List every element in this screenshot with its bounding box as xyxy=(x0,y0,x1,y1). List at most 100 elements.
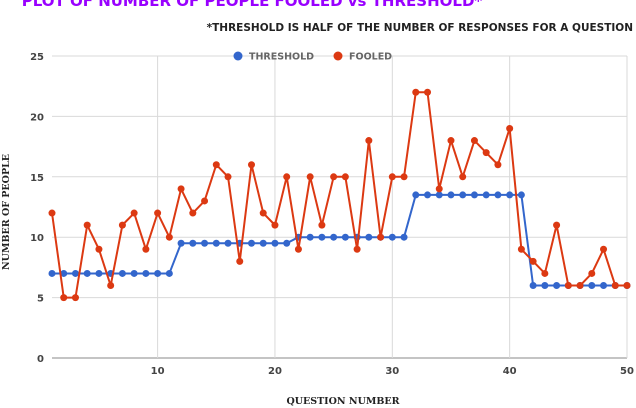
data-point-threshold xyxy=(189,239,197,247)
data-point-fooled xyxy=(388,173,396,181)
data-point-fooled xyxy=(341,173,349,181)
data-point-threshold xyxy=(212,239,220,247)
data-point-fooled xyxy=(71,294,79,302)
data-point-threshold xyxy=(283,239,291,247)
data-point-fooled xyxy=(306,173,314,181)
data-point-threshold xyxy=(60,269,68,277)
data-point-fooled xyxy=(201,197,209,205)
data-point-threshold xyxy=(388,233,396,241)
data-point-threshold xyxy=(400,233,408,241)
legend: THRESHOLD FOOLED xyxy=(233,51,392,63)
data-point-fooled xyxy=(611,282,619,290)
y-tick-label: 10 xyxy=(30,233,44,244)
data-point-threshold xyxy=(271,239,279,247)
y-axis-label: NUMBER OF PEOPLE xyxy=(1,154,12,270)
data-point-threshold xyxy=(142,269,150,277)
data-point-threshold xyxy=(154,269,162,277)
data-point-fooled xyxy=(588,269,596,277)
data-point-threshold xyxy=(435,191,443,199)
data-point-threshold xyxy=(517,191,525,199)
data-point-threshold xyxy=(165,269,173,277)
data-point-threshold xyxy=(365,233,373,241)
data-point-fooled xyxy=(118,221,126,229)
data-point-threshold xyxy=(259,239,267,247)
data-point-fooled xyxy=(353,245,361,253)
legend-label-fooled: FOOLED xyxy=(349,52,392,63)
data-point-fooled xyxy=(236,257,244,265)
y-tick-label: 20 xyxy=(30,112,44,123)
data-point-threshold xyxy=(447,191,455,199)
data-point-threshold xyxy=(306,233,314,241)
data-point-fooled xyxy=(330,173,338,181)
data-point-fooled xyxy=(165,233,173,241)
data-point-fooled xyxy=(318,221,326,229)
data-point-threshold xyxy=(224,239,232,247)
x-tick-label: 30 xyxy=(385,366,399,377)
data-point-threshold xyxy=(330,233,338,241)
data-point-threshold xyxy=(588,282,596,290)
data-point-fooled xyxy=(529,257,537,265)
data-point-fooled xyxy=(482,149,490,157)
data-point-threshold xyxy=(600,282,608,290)
data-point-threshold xyxy=(118,269,126,277)
series-area xyxy=(48,88,631,302)
y-tick-labels: 0 5 10 15 20 25 xyxy=(30,52,44,365)
data-point-fooled xyxy=(541,269,549,277)
data-point-fooled xyxy=(459,173,467,181)
data-point-fooled xyxy=(177,185,185,193)
data-point-fooled xyxy=(224,173,232,181)
data-point-threshold xyxy=(506,191,514,199)
data-point-fooled xyxy=(189,209,197,217)
data-point-fooled xyxy=(95,245,103,253)
data-point-fooled xyxy=(259,209,267,217)
y-tick-label: 25 xyxy=(30,52,44,63)
series-line-threshold xyxy=(52,193,627,287)
data-point-threshold xyxy=(130,269,138,277)
y-tick-label: 15 xyxy=(30,173,44,184)
data-point-threshold xyxy=(529,282,537,290)
data-point-fooled xyxy=(412,88,420,96)
data-point-threshold xyxy=(201,239,209,247)
data-point-fooled xyxy=(142,245,150,253)
data-point-threshold xyxy=(247,239,255,247)
data-point-fooled xyxy=(435,185,443,193)
x-tick-labels: 10 20 30 40 50 xyxy=(151,366,634,377)
data-point-threshold xyxy=(482,191,490,199)
data-point-fooled xyxy=(83,221,91,229)
series-line-fooled xyxy=(51,91,627,299)
data-point-fooled xyxy=(130,209,138,217)
data-point-threshold xyxy=(177,239,185,247)
data-point-threshold xyxy=(48,269,56,277)
data-point-threshold xyxy=(95,269,103,277)
legend-marker-fooled xyxy=(333,51,343,61)
chart-subtitle: *THRESHOLD IS HALF OF THE NUMBER OF RESP… xyxy=(207,22,633,34)
data-point-fooled xyxy=(564,282,572,290)
data-point-fooled xyxy=(283,173,291,181)
data-point-threshold xyxy=(494,191,502,199)
data-point-threshold xyxy=(83,269,91,277)
data-point-threshold xyxy=(341,233,349,241)
legend-label-threshold: THRESHOLD xyxy=(249,52,314,63)
data-point-fooled xyxy=(294,245,302,253)
data-point-fooled xyxy=(247,161,255,169)
data-point-fooled xyxy=(48,209,56,217)
data-point-fooled xyxy=(271,221,279,229)
data-point-fooled xyxy=(517,245,525,253)
data-point-fooled xyxy=(377,233,385,241)
y-tick-label: 5 xyxy=(37,294,44,305)
x-tick-label: 10 xyxy=(151,366,165,377)
data-point-fooled xyxy=(470,137,478,145)
x-tick-label: 20 xyxy=(268,366,282,377)
legend-marker-threshold xyxy=(233,51,243,61)
series-fooled xyxy=(48,88,631,302)
data-point-fooled xyxy=(494,161,502,169)
data-point-fooled xyxy=(600,245,608,253)
data-point-fooled xyxy=(365,137,373,145)
data-point-fooled xyxy=(60,294,68,302)
data-point-fooled xyxy=(447,137,455,145)
data-point-threshold xyxy=(541,282,549,290)
data-point-threshold xyxy=(318,233,326,241)
data-point-threshold xyxy=(424,191,432,199)
data-point-fooled xyxy=(212,161,220,169)
